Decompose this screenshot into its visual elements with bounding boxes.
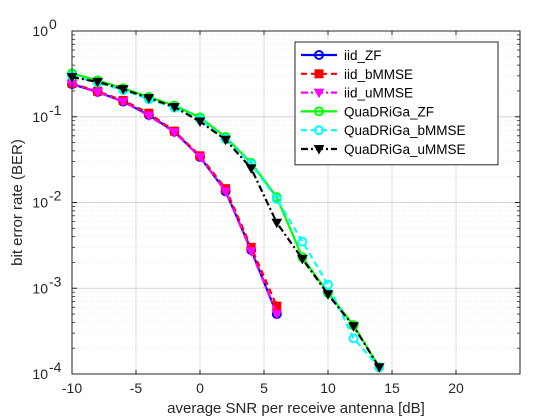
series-quadriga-bmmse-marker — [323, 279, 333, 290]
y-tick-label-exponent: -4 — [49, 359, 62, 375]
series-iid-ummse-marker — [194, 152, 206, 163]
y-tick-label-exponent: -3 — [49, 273, 62, 289]
y-tick-label-base: 10 — [32, 195, 48, 211]
legend: iid_ZF iid_bMMSE iid_uMMSE QuaDRiGa_ZF QuaDR… — [294, 41, 499, 166]
series-iid-ummse-marker — [117, 97, 129, 108]
y-tick-label-base: 10 — [32, 366, 48, 382]
series-quadriga-ummse-marker — [143, 94, 155, 104]
series-quadriga-ummse-marker — [245, 164, 257, 174]
x-tick-label: -5 — [130, 380, 143, 396]
series-layer — [66, 68, 385, 373]
series-iid-ummse-marker — [271, 310, 283, 320]
legend-iid-bmmse-label: iid_bMMSE — [344, 67, 413, 82]
series-quadriga-ummse-marker — [117, 85, 129, 95]
series-quadriga-ummse-marker — [322, 290, 334, 300]
legend-quadriga-zf-label: QuaDRiGa_ZF — [344, 104, 434, 119]
x-tick-label: 20 — [448, 380, 464, 396]
legend-iid-zf-marker — [314, 50, 324, 60]
series-quadriga-ummse-marker — [220, 135, 231, 146]
legend-iid-bmmse-marker — [314, 69, 324, 79]
legend-box — [294, 41, 499, 166]
series-iid-ummse-line — [71, 83, 278, 315]
x-axis-label: average SNR per receive antenna [dB] — [167, 400, 425, 417]
legend-quadriga-bmmse-label: QuaDRiGa_bMMSE — [344, 123, 466, 138]
series-quadriga-ummse-marker — [271, 218, 283, 229]
series-iid-ummse-marker — [220, 187, 231, 197]
series-iid-ummse-marker — [143, 111, 155, 122]
legend-quadriga-ummse-marker — [313, 145, 325, 155]
y-tick-label-base: 10 — [32, 280, 48, 296]
x-tick-labels: -10 -5 0 5 10 15 20 — [62, 380, 464, 396]
legend-quadriga-zf-marker — [314, 106, 324, 117]
tick-marks — [71, 30, 521, 375]
series-quadriga-ummse — [66, 73, 385, 373]
x-tick-label: 15 — [384, 380, 400, 396]
series-quadriga-bmmse-marker — [271, 193, 282, 204]
series-iid-ummse-marker — [169, 128, 180, 138]
y-tick-label-exponent: -1 — [49, 102, 62, 118]
series-quadriga-ummse-marker — [348, 322, 359, 332]
series-quadriga-bmmse-marker — [297, 236, 308, 247]
y-tick-label-exponent: 0 — [49, 16, 57, 32]
x-tick-label: 0 — [196, 380, 204, 396]
x-tick-label: 5 — [260, 380, 268, 396]
legend-quadriga-ummse-label: QuaDRiGa_uMMSE — [344, 142, 466, 157]
y-tick-label-base: 10 — [32, 109, 48, 125]
x-tick-label: -10 — [62, 380, 82, 396]
series-iid-ummse-marker — [92, 88, 103, 98]
series-quadriga-ummse-marker — [92, 77, 103, 88]
legend-iid-ummse-label: iid_uMMSE — [344, 86, 413, 101]
series-quadriga-bmmse-marker — [348, 333, 359, 344]
series-quadriga-ummse-marker — [297, 254, 308, 265]
x-tick-label: 10 — [320, 380, 336, 396]
series-quadriga-ummse-marker — [169, 102, 180, 113]
series-quadriga-ummse-marker — [373, 363, 385, 373]
series-iid-ummse-marker — [245, 247, 257, 257]
y-axis-label: bit error rate (BER) — [9, 139, 26, 266]
y-tick-label-exponent: -2 — [49, 188, 62, 204]
legend-iid-zf-label: iid_ZF — [344, 48, 382, 63]
legend-iid-ummse-marker — [313, 88, 325, 99]
legend-quadriga-bmmse-marker — [314, 125, 324, 136]
y-tick-label-base: 10 — [32, 23, 48, 39]
series-quadriga-ummse-marker — [194, 117, 206, 128]
